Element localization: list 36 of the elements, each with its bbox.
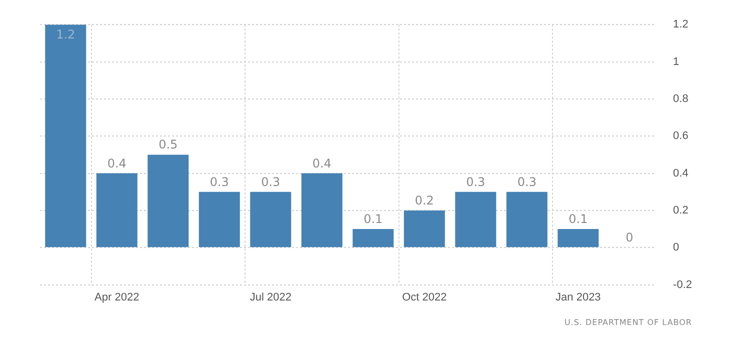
x-tick-label: Jan 2023 (556, 291, 601, 304)
data-label: 0.5 (158, 138, 178, 152)
data-label: 0.4 (107, 156, 126, 170)
data-label: 0 (626, 230, 634, 245)
bar (148, 154, 189, 248)
bar (558, 229, 599, 248)
x-tick-label: Jul 2022 (250, 291, 292, 304)
x-tick-label: Apr 2022 (94, 291, 140, 304)
data-label: 0.3 (466, 174, 486, 189)
bar (96, 173, 138, 248)
data-label: 0.2 (414, 193, 434, 208)
data-label: 0.3 (261, 174, 280, 189)
y-tick-label: 0.2 (673, 204, 688, 216)
y-tick-label: 1.2 (673, 18, 688, 31)
bar (455, 192, 496, 248)
y-tick-label: 1 (673, 56, 680, 68)
data-label: 0.1 (568, 212, 588, 226)
bar (45, 24, 86, 248)
text: U.S. DEPARTMENT OF LABOR (564, 318, 692, 327)
data-label: 0.1 (364, 212, 383, 226)
data-label: 0.3 (210, 174, 229, 189)
y-tick-label: 0.6 (673, 130, 688, 142)
data-label: 0.3 (517, 174, 536, 189)
bar (198, 192, 240, 248)
bar (506, 192, 548, 248)
y-tick-label: 0.8 (673, 92, 688, 105)
y-tick-label: 0 (673, 242, 680, 254)
data-label: 1.2 (56, 28, 76, 42)
y-tick-label: 0.4 (673, 167, 688, 180)
bar (352, 229, 394, 248)
bar (250, 192, 292, 248)
bar (301, 173, 342, 248)
bar (404, 210, 445, 248)
x-tick-label: Oct 2022 (402, 291, 447, 304)
data-label: 0.4 (312, 156, 332, 170)
y-tick-label: -0.2 (673, 278, 692, 291)
